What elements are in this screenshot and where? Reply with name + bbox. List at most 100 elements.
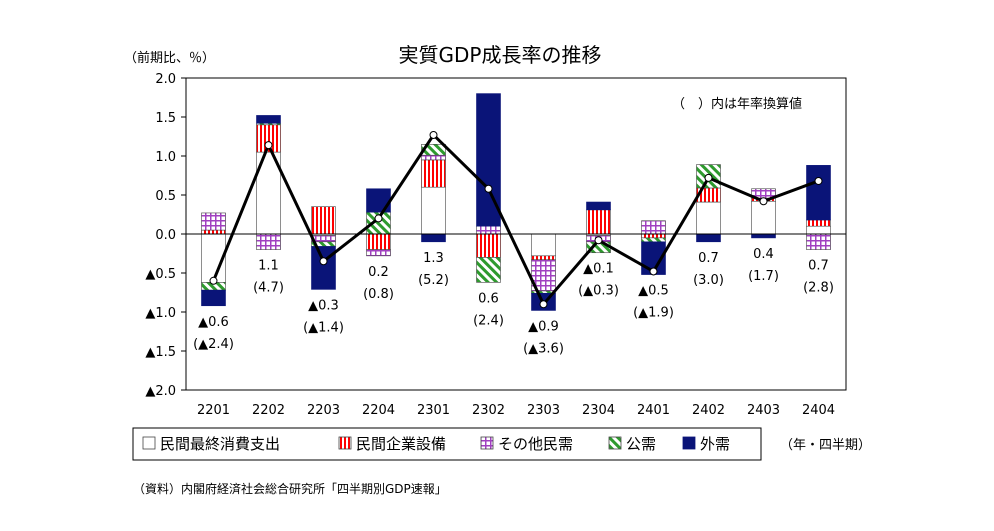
legend-swatch-4 (682, 436, 696, 450)
y-axis-ticks: 2.0 1.5 1.0 0.5 0.0 ▲0.5 ▲1.0 ▲1.5 ▲2.0 (145, 72, 186, 399)
annual-label-2303: (▲3.6) (523, 341, 564, 356)
gdp-point-2201 (209, 276, 218, 285)
gdp-point-2202 (264, 141, 273, 150)
growth-label-2302: 0.6 (478, 291, 499, 306)
bar-segment-2204-1 (366, 233, 391, 250)
bar-segment-2201-4 (201, 289, 226, 307)
chart-title: 実質GDP成長率の推移 (399, 43, 602, 67)
growth-label-2201: ▲0.6 (198, 315, 229, 330)
gdp-point-2401 (649, 267, 658, 276)
growth-label-2401: ▲0.5 (638, 284, 669, 299)
x-axis-label: （年・四半期） (780, 438, 871, 453)
bar-segment-2201-1 (201, 229, 226, 235)
source-note: （資料）内閣府経済社会総合研究所「四半期別GDP速報」 (133, 481, 447, 496)
x-tick-label: 2203 (307, 403, 340, 418)
data-labels: ▲0.6 (▲2.4) 1.1 (4.7) ▲0.3 (▲1.4) 0.2 (0.8) 1.3 (… (193, 247, 834, 357)
y-tick-label: ▲2.0 (145, 384, 176, 399)
bar-segment-2404-1 (806, 219, 831, 227)
legend-label-1: 民間企業設備 (356, 435, 446, 453)
gdp-point-2304 (594, 236, 603, 245)
legend-swatch-0 (142, 436, 156, 450)
bar-segment-2203-1 (311, 206, 336, 235)
bar-segment-2403-0 (751, 200, 776, 235)
growth-label-2403: 0.4 (753, 247, 774, 262)
annual-label-2204: (0.8) (363, 287, 394, 302)
legend-swatch-3 (608, 436, 622, 450)
bar-segment-2202-4 (256, 115, 281, 124)
gdp-point-2403 (759, 197, 768, 206)
annual-label-2301: (5.2) (418, 273, 449, 288)
growth-label-2303: ▲0.9 (528, 319, 559, 334)
x-axis-ticks: 2201 2202 2203 2204 2301 2302 2303 2304 2401 2402… (197, 403, 835, 418)
bar-segment-2204-2 (366, 249, 391, 257)
y-tick-label: 1.0 (155, 150, 176, 165)
bar-segment-2401-3 (641, 237, 666, 243)
annual-label-2202: (4.7) (253, 281, 284, 296)
legend-label-4: 外需 (700, 435, 730, 453)
legend-label-0: 民間最終消費支出 (160, 435, 280, 453)
y-tick-label: 0.5 (155, 189, 176, 204)
x-tick-label: 2403 (747, 403, 780, 418)
bar-segment-2404-2 (806, 233, 831, 250)
y-tick-label: 1.5 (155, 111, 176, 126)
growth-label-2202: 1.1 (258, 259, 279, 274)
gdp-line-path (212, 132, 820, 307)
x-tick-label: 2401 (637, 403, 670, 418)
bar-segment-2301-0 (421, 186, 446, 235)
legend-box (132, 427, 762, 461)
annual-label-2203: (▲1.4) (303, 320, 344, 335)
annualized-note: （ ）内は年率換算値 (672, 96, 802, 112)
x-tick-label: 2302 (472, 403, 505, 418)
y-tick-label: ▲1.5 (145, 345, 176, 360)
x-tick-label: 2301 (417, 403, 450, 418)
growth-label-2204: 0.2 (368, 265, 389, 280)
x-tick-label: 2201 (197, 403, 230, 418)
gdp-point-2203 (319, 257, 328, 266)
y-tick-label: ▲1.0 (145, 306, 176, 321)
y-tick-label: 2.0 (155, 72, 176, 87)
bar-segment-2303-0 (531, 233, 556, 257)
growth-label-2402: 0.7 (698, 251, 719, 266)
gdp-point-2301 (429, 130, 438, 139)
annual-label-2402: (3.0) (693, 273, 724, 288)
annual-label-2201: (▲2.4) (193, 337, 234, 352)
bar-segment-2301-3 (421, 144, 446, 156)
bar-segment-2404-4 (806, 165, 831, 221)
bar-segment-2401-2 (641, 220, 666, 235)
bar-segment-2301-2 (421, 154, 446, 161)
annual-label-2302: (2.4) (473, 313, 504, 328)
bar-segment-2301-1 (421, 159, 446, 188)
bar-segment-2304-1 (586, 209, 611, 235)
x-tick-label: 2303 (527, 403, 560, 418)
growth-label-2304: ▲0.1 (583, 262, 614, 277)
x-tick-label: 2304 (582, 403, 615, 418)
legend-label-2: その他民需 (498, 435, 573, 453)
bar-segment-2404-0 (806, 225, 831, 235)
bar-segment-2402-4 (696, 233, 721, 243)
bar-segment-2301-4 (421, 233, 446, 243)
growth-label-2203: ▲0.3 (308, 298, 339, 313)
x-tick-label: 2204 (362, 403, 395, 418)
gdp-point-2402 (704, 173, 713, 182)
bar-segment-2403-4 (751, 233, 776, 239)
gdp-point-2404 (814, 176, 823, 185)
growth-label-2404: 0.7 (808, 259, 829, 274)
y-axis-label: （前期比、％） (124, 50, 215, 66)
y-tick-label: 0.0 (155, 228, 176, 243)
bar-segment-2302-1 (476, 233, 501, 258)
legend-label-3: 公需 (626, 435, 656, 453)
legend-swatch-2 (480, 436, 494, 450)
bar-segment-2201-2 (201, 212, 226, 231)
gdp-point-2204 (374, 214, 383, 223)
annual-label-2401: (▲1.9) (633, 306, 674, 321)
legend-swatch-1 (338, 436, 352, 450)
bar-segment-2202-2 (256, 233, 281, 250)
x-tick-label: 2202 (252, 403, 285, 418)
gdp-point-2303 (539, 300, 548, 309)
bar-segment-2204-4 (366, 188, 391, 213)
x-tick-label: 2402 (692, 403, 725, 418)
bar-segment-2304-4 (586, 201, 611, 211)
bar-segment-2402-0 (696, 201, 721, 235)
annual-label-2304: (▲0.3) (578, 284, 619, 299)
